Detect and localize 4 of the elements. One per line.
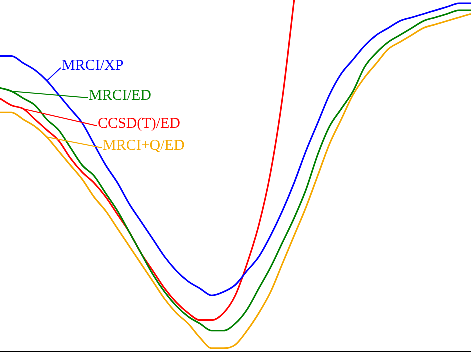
text: MRCI/ED: [89, 88, 152, 104]
legend-label: MRCI/XP: [62, 58, 124, 74]
legend-label: CCSD(T)/ED: [98, 116, 181, 132]
legend-label: MRCI+Q/ED: [103, 138, 185, 154]
